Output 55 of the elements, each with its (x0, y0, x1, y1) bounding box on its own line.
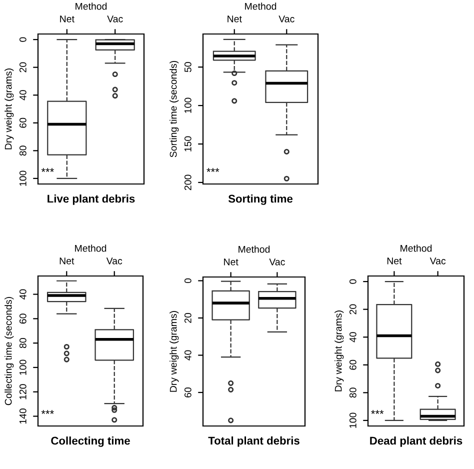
y-tick-label: 20 (184, 312, 192, 323)
annotation: *** (41, 168, 54, 172)
y-tick-label: 40 (349, 332, 356, 342)
x-tick-label: Net (60, 258, 74, 264)
y-axis-title: Collecting time (seconds) (4, 297, 14, 406)
y-tick-label: 140 (19, 408, 26, 424)
y-tick-label: 50 (184, 62, 192, 72)
y-tick-label: 100 (184, 98, 192, 113)
y-tick-label: 100 (19, 360, 26, 375)
x-axis-title: Method (245, 2, 276, 10)
x-tick-label: Vac (278, 16, 294, 22)
text: Collecting time (51, 436, 130, 447)
y-tick-label: 40 (19, 289, 26, 300)
y-tick-label: 0 (19, 37, 26, 42)
x-tick-label: Net (387, 258, 402, 264)
x-tick-label: Net (228, 16, 242, 22)
y-tick-label: 100 (349, 412, 356, 428)
x-tick-label: Vac (107, 16, 123, 22)
y-tick-label: 150 (184, 136, 192, 152)
y-tick-label: 80 (349, 388, 356, 398)
y-axis-title: Dry weight (grams) (4, 68, 14, 150)
y-tick-label: 60 (19, 118, 26, 128)
y-tick-label: 60 (19, 314, 26, 324)
y-axis-title: Dry weight (grams) (170, 311, 179, 392)
x-tick-label: Net (60, 16, 74, 22)
y-tick-label: 60 (184, 387, 192, 398)
x-tick-label: Vac (269, 258, 285, 266)
annotation: *** (206, 168, 220, 172)
x-tick-label: Vac (430, 258, 446, 264)
x-axis-title: Method (76, 2, 107, 10)
x-axis-title: Method (75, 244, 106, 252)
y-tick-label: 80 (19, 146, 26, 156)
annotation: *** (371, 410, 384, 414)
text: Sorting time (228, 194, 293, 205)
y-tick-label: 200 (184, 174, 192, 190)
x-axis-title: Method (400, 244, 432, 252)
y-tick-label: 40 (19, 90, 26, 100)
text: Dead plant debris (370, 436, 462, 447)
y-tick-label: 20 (349, 304, 356, 314)
x-axis-title: Method (238, 246, 270, 253)
y-tick-label: 40 (184, 350, 192, 360)
y-tick-label: 60 (349, 360, 356, 370)
y-axis-title: Sorting time (seconds) (170, 60, 179, 158)
text: Live plant debris (48, 194, 135, 205)
x-tick-label: Vac (106, 258, 122, 264)
x-tick-label: Net (224, 258, 238, 266)
y-axis-title: Dry weight (grams) (334, 310, 344, 392)
annotation: *** (41, 410, 54, 414)
y-tick-label: 80 (19, 338, 26, 348)
y-tick-label: 0 (184, 278, 192, 284)
y-tick-label: 20 (19, 62, 26, 72)
y-tick-label: 0 (349, 279, 356, 284)
y-tick-label: 120 (19, 384, 26, 400)
text: Total plant debris (208, 436, 300, 447)
y-tick-label: 100 (19, 170, 26, 186)
